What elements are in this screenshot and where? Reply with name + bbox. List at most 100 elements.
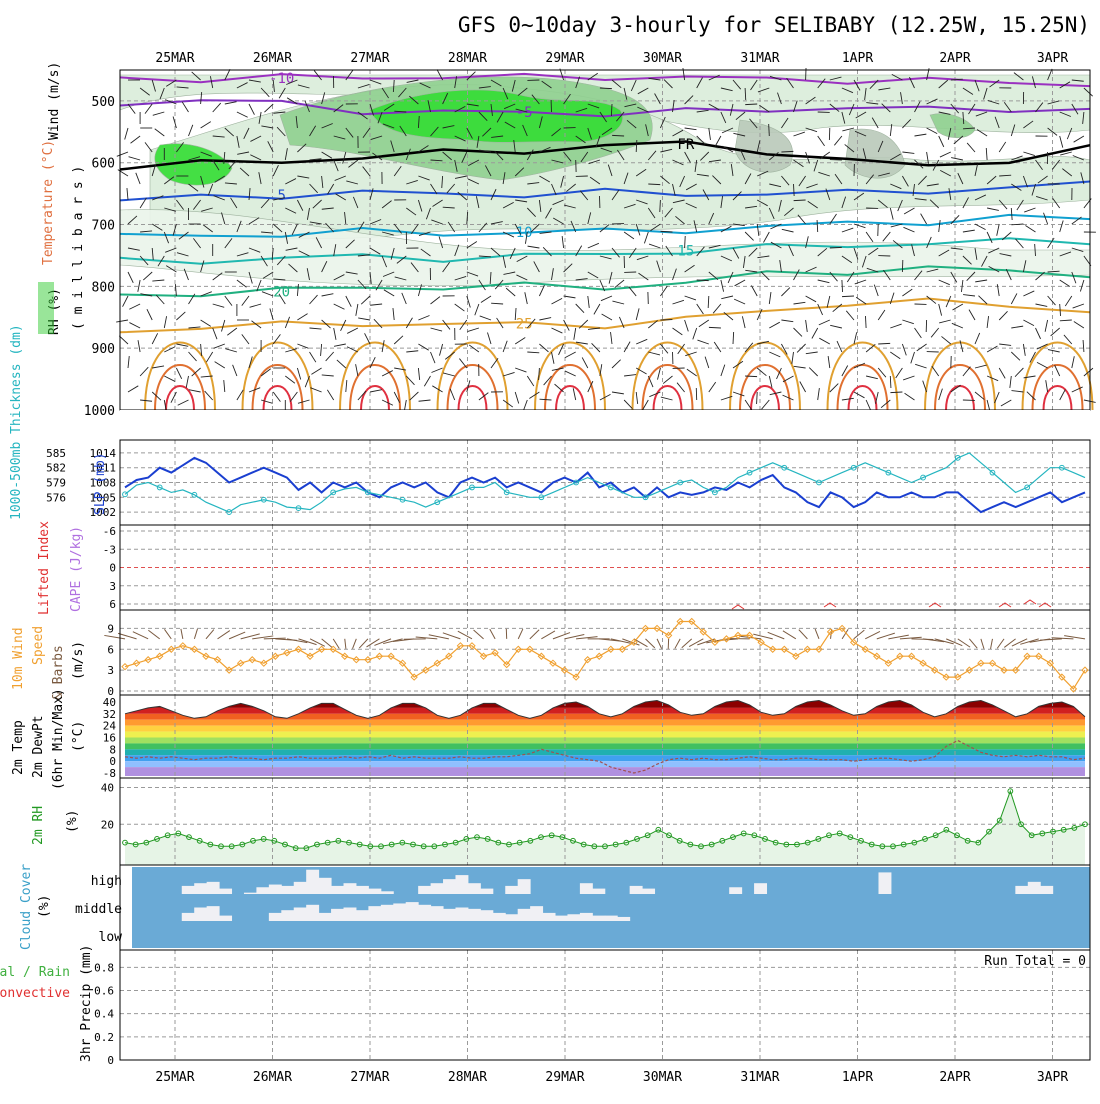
wind-barb [225, 102, 237, 104]
cloud-bar [617, 917, 630, 921]
wind-barb [902, 152, 914, 153]
rh-tick-label: 20 [101, 818, 114, 831]
wind-barb [987, 346, 997, 352]
cloud-bar [331, 909, 344, 921]
wind-barb [624, 232, 634, 239]
wind-barb [896, 368, 903, 378]
date-label-top: 25MAR [155, 51, 194, 66]
wind-barb [854, 630, 865, 639]
wind-barb [164, 629, 171, 639]
wind-barb [782, 229, 794, 232]
wind-barb [431, 368, 442, 372]
wind-barb [1074, 321, 1084, 328]
wind-barb [601, 296, 612, 301]
wind-barb [250, 304, 262, 307]
wind-barb [1011, 224, 1023, 225]
wind-barb [915, 364, 926, 368]
cloud-bar [493, 913, 506, 921]
wind-barb [794, 200, 806, 201]
wind-barb [176, 312, 185, 320]
wind-barb [1048, 296, 1056, 305]
wind-barb [128, 386, 138, 392]
wind-barb [842, 398, 854, 400]
wind-barb [490, 629, 495, 639]
cloud-bar [1015, 886, 1028, 894]
wind-barb [455, 304, 465, 311]
wind-barb [384, 290, 394, 296]
wind-barb [602, 314, 612, 320]
wind-barb [431, 328, 443, 331]
cloud-bar [555, 916, 568, 921]
wind-barb [806, 352, 818, 354]
wind-barb [866, 344, 875, 352]
wind-barb [129, 157, 141, 160]
wind-barb [474, 630, 484, 639]
wind-barb [582, 357, 588, 368]
wind-barb [997, 639, 1004, 649]
wind-barb [1011, 352, 1020, 360]
wind-barb [855, 280, 866, 284]
cloud-bar [418, 886, 431, 894]
wind-barb [491, 303, 503, 304]
wind-barb [818, 136, 825, 146]
wind-barb [828, 356, 830, 368]
wind-barb [915, 328, 922, 338]
wind-barb [939, 280, 950, 285]
temperature-contour [448, 365, 498, 410]
wind-barb [878, 343, 890, 344]
li-tick-label: 6 [109, 598, 116, 611]
lifted-index-mark [1024, 600, 1036, 604]
wind-barb [164, 376, 175, 381]
temperature-contour [751, 386, 779, 410]
wind-barb [418, 344, 428, 350]
cloud-bar [480, 889, 493, 894]
wind-barb [565, 371, 576, 376]
wind-barb [939, 220, 940, 232]
wind-barb [999, 311, 1007, 320]
isotherm-label: 5 [277, 188, 285, 204]
wind-tick-label: 3 [107, 664, 114, 677]
wind-barb [693, 328, 697, 339]
thickness-tick-label: 585 [46, 447, 66, 460]
wind-barb [818, 388, 820, 400]
wind-barb [1015, 368, 1023, 377]
wind-barb [370, 390, 382, 392]
wind-tick-label: 9 [107, 622, 114, 635]
temp-band [125, 708, 1085, 714]
wind-barb [806, 320, 808, 332]
wind-label-b: Speed [31, 626, 46, 665]
wind-barb [518, 629, 523, 639]
wind-barb [527, 376, 534, 386]
wind-barb [1023, 291, 1034, 296]
wind-barb [530, 630, 539, 639]
rh-label-a: 2m RH [31, 806, 46, 845]
wind-barb [242, 334, 249, 344]
wind-barb [104, 635, 125, 638]
wind-barb [612, 360, 621, 368]
wind-barb [118, 170, 128, 176]
wind-barb [1010, 376, 1011, 388]
cloud-bar [518, 909, 531, 921]
precip-label: 3hr Precip (mm) [79, 945, 94, 1062]
pressure-tick-label: 700 [92, 219, 115, 234]
wind-barb [624, 400, 632, 409]
wind-barb [781, 288, 789, 296]
cape-label: CAPE (J/kg) [69, 526, 84, 612]
cloud-bar [356, 910, 369, 921]
cloud-bar [878, 872, 891, 894]
precip-tick-label: 0.8 [94, 961, 114, 974]
cloud-bar [630, 886, 643, 894]
temp-tick-label: -8 [103, 767, 116, 780]
wind-barb [721, 296, 733, 299]
wind-barb [201, 122, 211, 128]
wind-barb [555, 384, 564, 392]
wind-barb [155, 129, 165, 136]
wind-barb [975, 333, 980, 344]
wind-barb [963, 367, 971, 376]
wind-barb [356, 304, 358, 316]
wind-barb [757, 368, 766, 376]
wind-barb [123, 296, 128, 307]
wind-barb [644, 232, 648, 243]
cloud-bar [605, 916, 618, 921]
